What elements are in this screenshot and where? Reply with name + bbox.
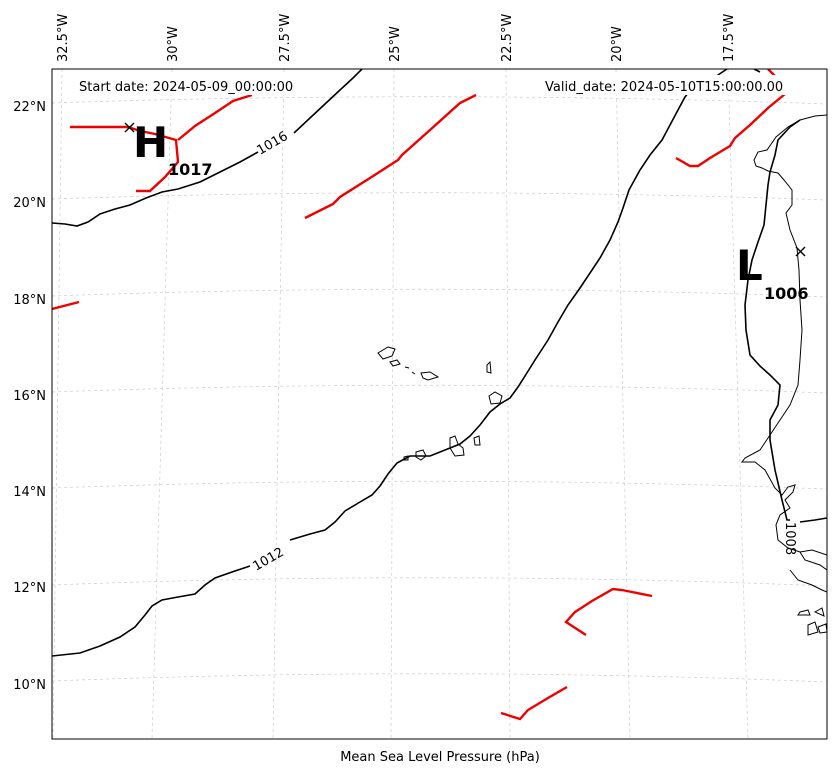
- lon-label-17-5w: 17.5°W: [722, 14, 737, 62]
- front-north-west: [70, 125, 180, 193]
- low-letter: L: [736, 241, 763, 290]
- low-center: L 1006: [736, 241, 809, 303]
- lon-label-22-5w: 22.5°W: [500, 14, 515, 62]
- lat-label-10n: 10°N: [13, 678, 46, 693]
- map-frame: [51, 68, 828, 740]
- isobar-label-1008: 1008: [782, 522, 797, 555]
- graticule: [52, 69, 827, 739]
- front-central: [304, 93, 477, 220]
- front-east-top: [767, 69, 776, 77]
- isobar-1012: [52, 69, 728, 657]
- island-maio: [473, 435, 481, 446]
- lon-label-20w: 20°W: [610, 26, 625, 62]
- lon-label-27-5w: 27.5°W: [278, 14, 293, 62]
- valid-date-bg: [540, 75, 808, 95]
- high-center: H 1017: [124, 118, 213, 179]
- lon-label-32-5w: 32.5°W: [56, 14, 71, 62]
- island-sal: [486, 360, 492, 374]
- isobars: [52, 69, 827, 657]
- lon-label-25w: 25°W: [388, 26, 403, 62]
- africa-coast: [741, 114, 827, 556]
- start-date: Start date: 2024-05-09_00:00:00: [79, 80, 293, 95]
- lat-label-16n: 16°N: [13, 389, 46, 404]
- front-east: [675, 93, 786, 168]
- latitude-labels: 22°N 20°N 18°N 16°N 14°N 12°N 10°N: [13, 100, 46, 693]
- island-sao-nicolau: [420, 371, 440, 381]
- front-north-west-2: [177, 93, 253, 141]
- island-santiago: [449, 435, 465, 457]
- low-value: 1006: [764, 284, 809, 303]
- high-center-marker: [124, 122, 135, 133]
- lat-label-22n: 22°N: [13, 100, 46, 115]
- start-date-bg: [74, 75, 314, 95]
- lat-label-12n: 12°N: [13, 581, 46, 596]
- island-sao-vicente: [389, 359, 401, 367]
- isobar-label-1016: 1016: [255, 129, 291, 159]
- front-south-2: [500, 685, 568, 721]
- valid-date: Valid_date: 2024-05-10T15:00:00.00: [545, 80, 783, 95]
- fronts: [52, 69, 786, 721]
- lat-label-18n: 18°N: [13, 293, 46, 308]
- island-boa-vista: [488, 391, 503, 405]
- low-center-marker: [795, 246, 806, 257]
- high-letter: H: [133, 118, 168, 167]
- longitude-labels: 32.5°W 30°W 27.5°W 25°W 22.5°W 20°W 17.5…: [56, 14, 737, 62]
- lon-label-30w: 30°W: [166, 26, 181, 62]
- high-value: 1017: [168, 160, 213, 179]
- island-fogo: [415, 449, 427, 461]
- front-west-edge: [52, 300, 80, 311]
- isobar-label-1012: 1012: [251, 545, 287, 575]
- coastline: [377, 114, 827, 636]
- isobar-1016: [52, 69, 363, 227]
- island-santo-antao: [377, 346, 396, 360]
- map-caption: Mean Sea Level Pressure (hPa): [340, 750, 540, 765]
- lat-label-14n: 14°N: [13, 485, 46, 500]
- lat-label-20n: 20°N: [13, 196, 46, 211]
- isobar-1008-loop: [744, 119, 827, 523]
- front-south-1: [564, 587, 653, 637]
